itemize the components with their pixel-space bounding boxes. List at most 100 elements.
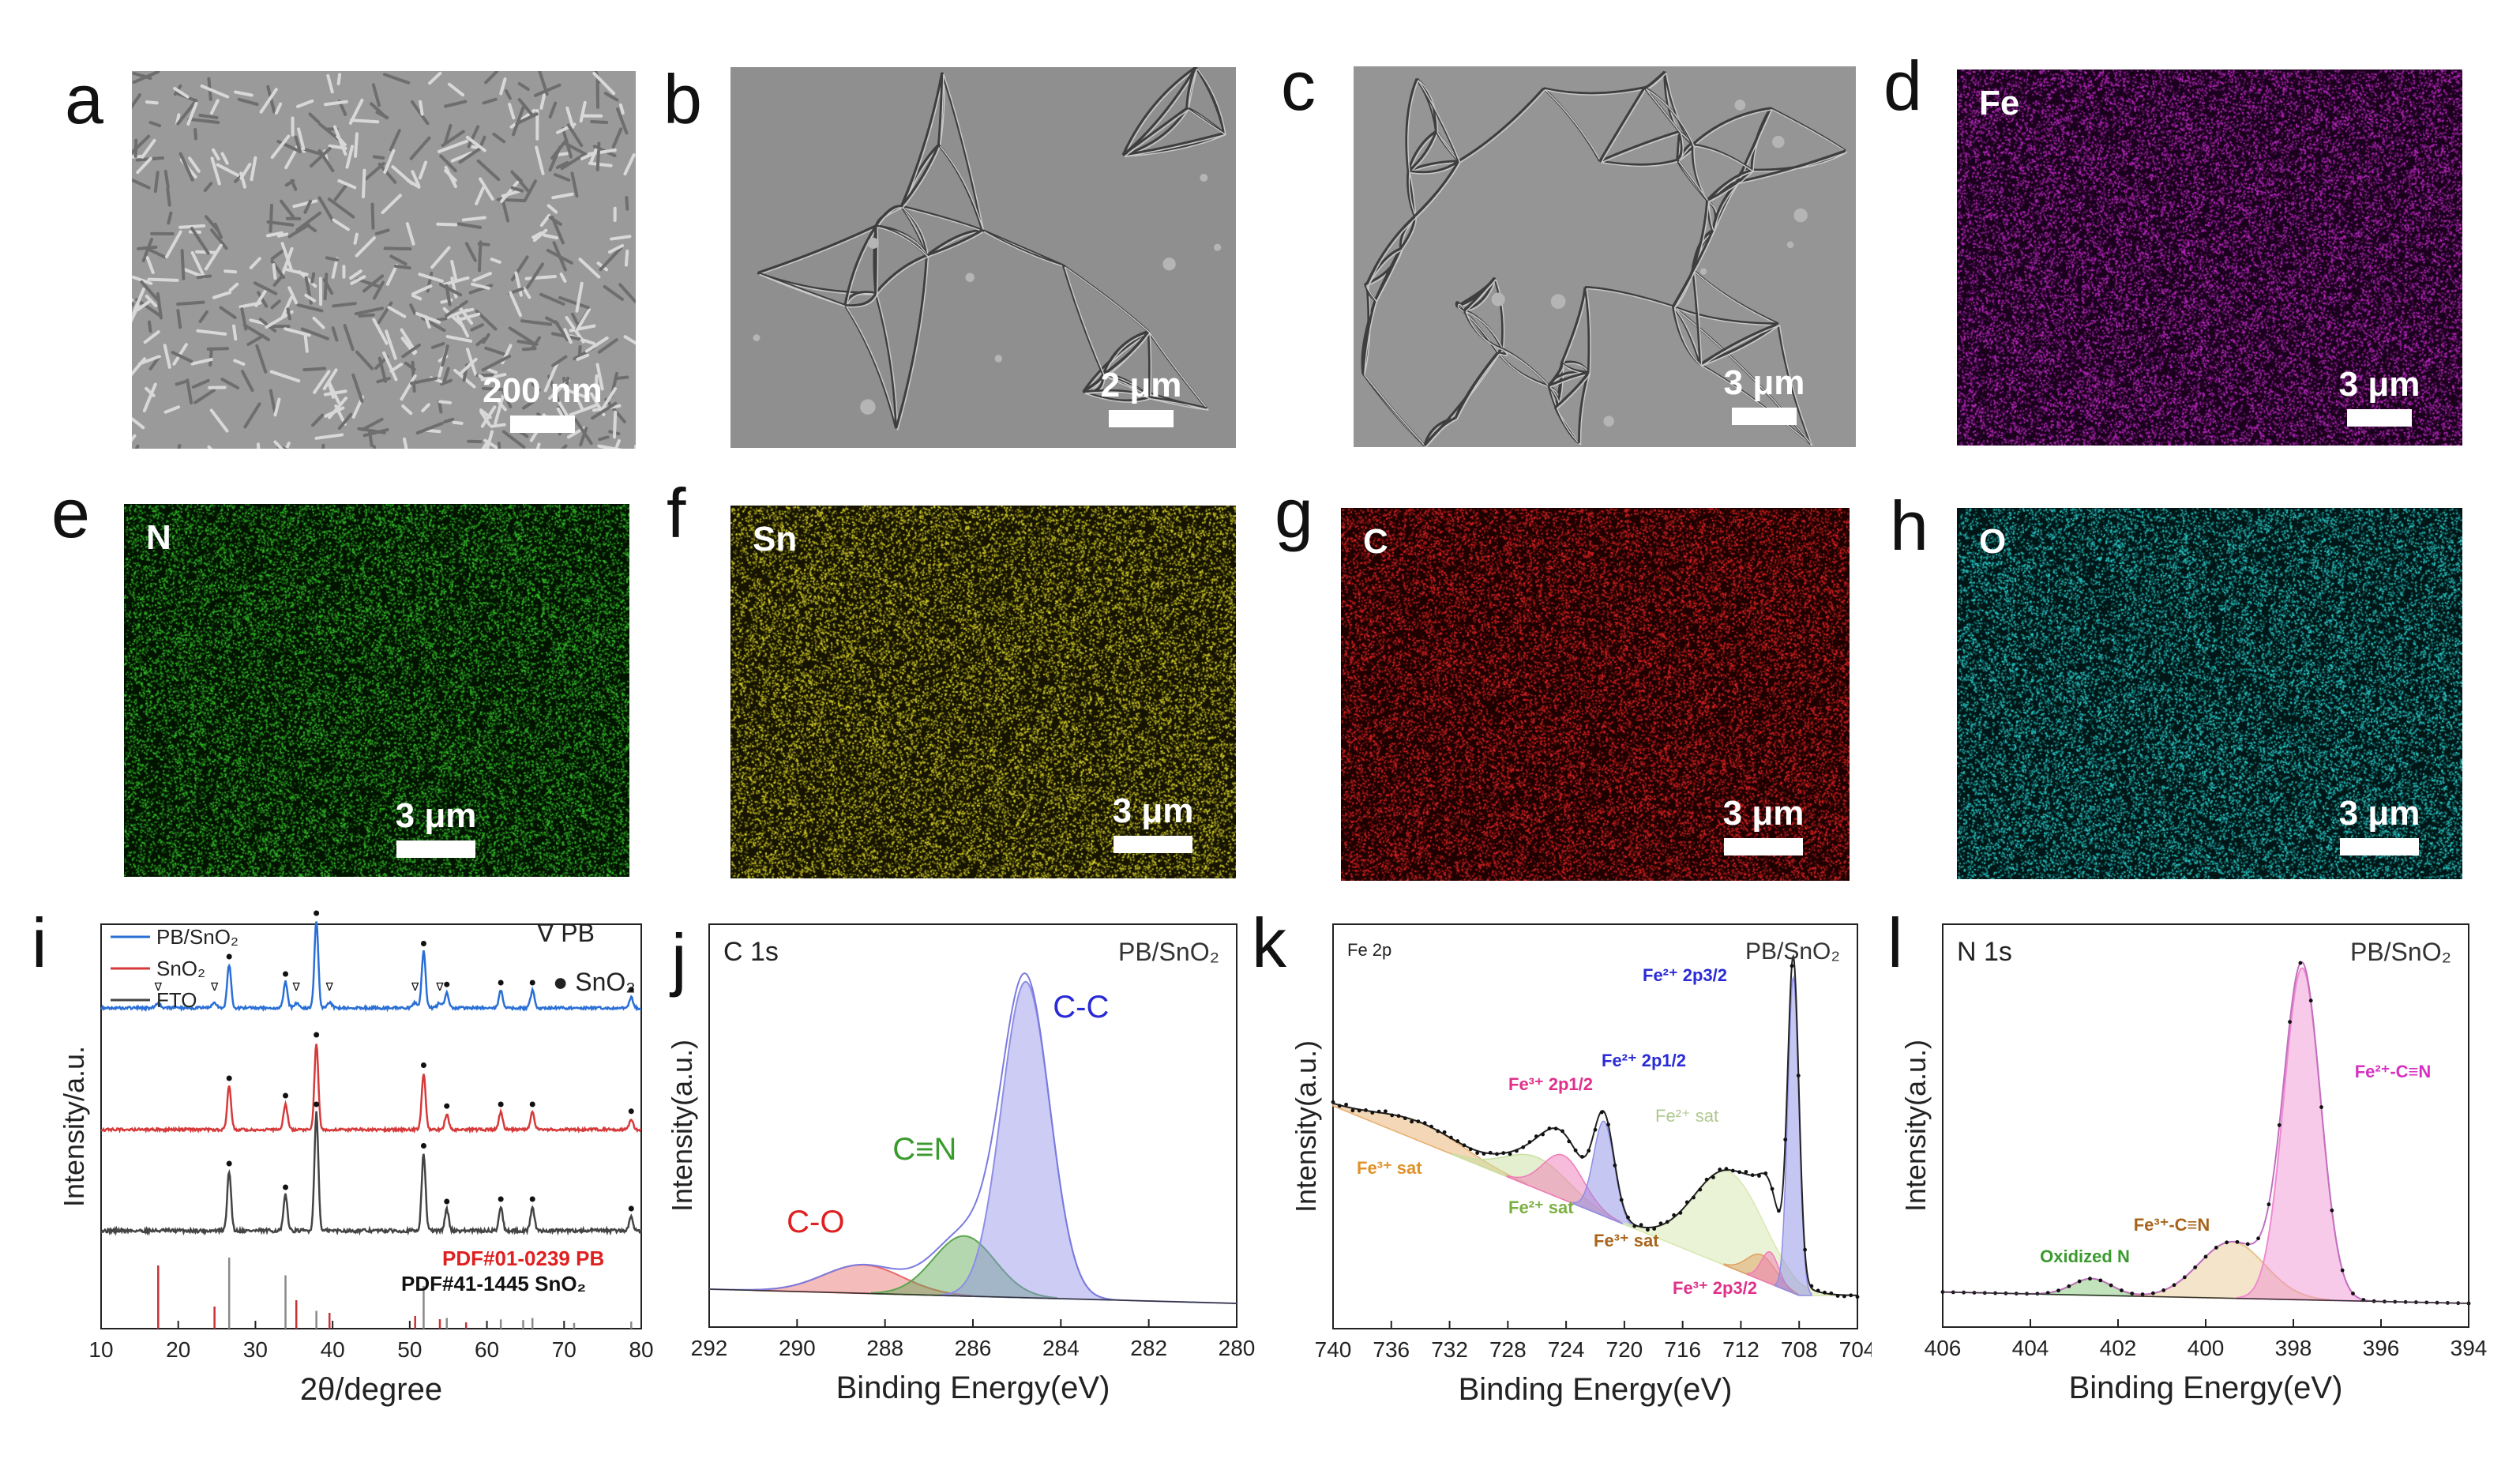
raw-data-point [1370, 1111, 1374, 1115]
nanoflake [486, 72, 497, 83]
nanoflake [520, 84, 528, 89]
legend-label: PB/SnO₂ [156, 925, 238, 949]
nanoflake [287, 309, 289, 318]
particle [860, 399, 875, 414]
nanoflake [195, 130, 196, 138]
nanoflake [353, 375, 362, 401]
x-tick-label: 70 [552, 1337, 576, 1362]
nanoflake [321, 446, 324, 449]
nanoflake [553, 357, 565, 366]
nanoflake [549, 205, 556, 212]
raw-data-point [1469, 1147, 1473, 1151]
particle [1214, 244, 1221, 251]
nanoflake [479, 244, 489, 245]
nanoflake [561, 274, 565, 281]
nanoflake [479, 242, 481, 270]
nanoflake [467, 243, 475, 260]
crack-line [757, 273, 844, 305]
raw-data-point [1600, 1111, 1604, 1115]
nanoflake [440, 401, 450, 402]
raw-data-point [1574, 1149, 1578, 1153]
panel-label-f: f [667, 479, 685, 548]
scale-label-f: 3 μm [1102, 792, 1204, 831]
nanoflake [328, 76, 332, 92]
sno2-marker [283, 1093, 288, 1099]
nanoflake [605, 287, 622, 299]
pb-marker: ∇ [325, 980, 334, 993]
xps-chart-j: 292 290 288 286 284 282 280 Binding Energy(eV) I… [663, 908, 1279, 1453]
raw-data-point [1731, 1169, 1735, 1173]
nanoflake [213, 150, 219, 160]
nanoflake [193, 381, 208, 387]
nanoflake [377, 230, 389, 233]
raw-data-point [2141, 1292, 2145, 1296]
crack-line [1673, 230, 1712, 306]
panel-label-g: g [1275, 479, 1313, 548]
eds-map-h: O 3 μm [1957, 508, 2462, 879]
nanoflake [479, 161, 499, 179]
nanoflake [486, 348, 505, 355]
nanoflake [598, 144, 599, 170]
crack-line [1417, 79, 1459, 161]
element-label-c: C [1363, 522, 1388, 562]
nanoflake [626, 251, 627, 265]
peak-annotation: Fe²⁺ sat [1508, 1198, 1574, 1217]
particle [1492, 292, 1505, 306]
x-tick-label: 402 [2100, 1336, 2137, 1360]
nanoflake [242, 371, 253, 390]
xps-n1s-chart-svg: 406 404 402 400 398 396 394Binding Energy(eV)I… [1887, 908, 2511, 1453]
nanoflake [197, 331, 225, 334]
nanoflake [214, 292, 230, 297]
raw-data-point [2341, 1269, 2345, 1273]
nanoflake [145, 332, 159, 342]
nanoflake [201, 312, 207, 322]
raw-data-point [1685, 1201, 1689, 1205]
x-tick-label: 10 [88, 1337, 113, 1362]
raw-data-point [1606, 1122, 1610, 1126]
nanoflake [413, 295, 420, 299]
nanoflake [248, 336, 263, 344]
nanoflake [386, 331, 396, 358]
y-axis-label: Intensity(a.u.) [1290, 1040, 1322, 1213]
crack-line [942, 73, 982, 230]
raw-data-point [1397, 1114, 1401, 1118]
raw-data-point [1443, 1130, 1447, 1134]
x-tick-label: 716 [1664, 1337, 1701, 1362]
nanoflake [284, 269, 307, 274]
nanoflake [251, 158, 255, 179]
raw-data-point [1856, 1295, 1860, 1299]
nanoflake [438, 318, 446, 320]
raw-data-point [1423, 1121, 1427, 1125]
nanoflake [383, 195, 400, 212]
raw-data-point [2173, 1283, 2176, 1287]
nanoflake [373, 205, 374, 228]
peak-annotation: Fe³⁺ sat [1594, 1231, 1659, 1250]
nanoflake [271, 391, 275, 412]
nanoflake [156, 172, 158, 191]
sno2-marker [530, 1197, 535, 1202]
raw-data-point [1344, 1103, 1348, 1107]
crack-edge [1065, 267, 1104, 376]
x-tick-label: 400 [2188, 1336, 2225, 1360]
peak-label: C-C [1053, 990, 1109, 1025]
nanoflake [385, 151, 393, 172]
nanoflake [276, 400, 280, 416]
nanoflake [325, 102, 347, 105]
nanoflake [396, 266, 410, 268]
raw-data-point [1358, 1109, 1361, 1113]
nanoflake [239, 100, 257, 104]
nanoflake [356, 308, 382, 314]
raw-data-point [2130, 1292, 2134, 1295]
raw-data-point [1620, 1198, 1624, 1202]
nanoflake [333, 259, 337, 277]
pb-marker: ∇ [292, 980, 301, 993]
nanoflake [449, 85, 463, 95]
nanoflake [208, 348, 227, 349]
nanoflake [351, 271, 361, 278]
ref-label-sno2: PDF#41-1445 SnO₂ [401, 1272, 586, 1295]
crack-line [1414, 161, 1459, 216]
raw-data-point [1417, 1119, 1421, 1123]
sno2-marker [314, 1102, 319, 1107]
envelope-curve [1943, 962, 2469, 1303]
sno2-marker [421, 1143, 426, 1149]
